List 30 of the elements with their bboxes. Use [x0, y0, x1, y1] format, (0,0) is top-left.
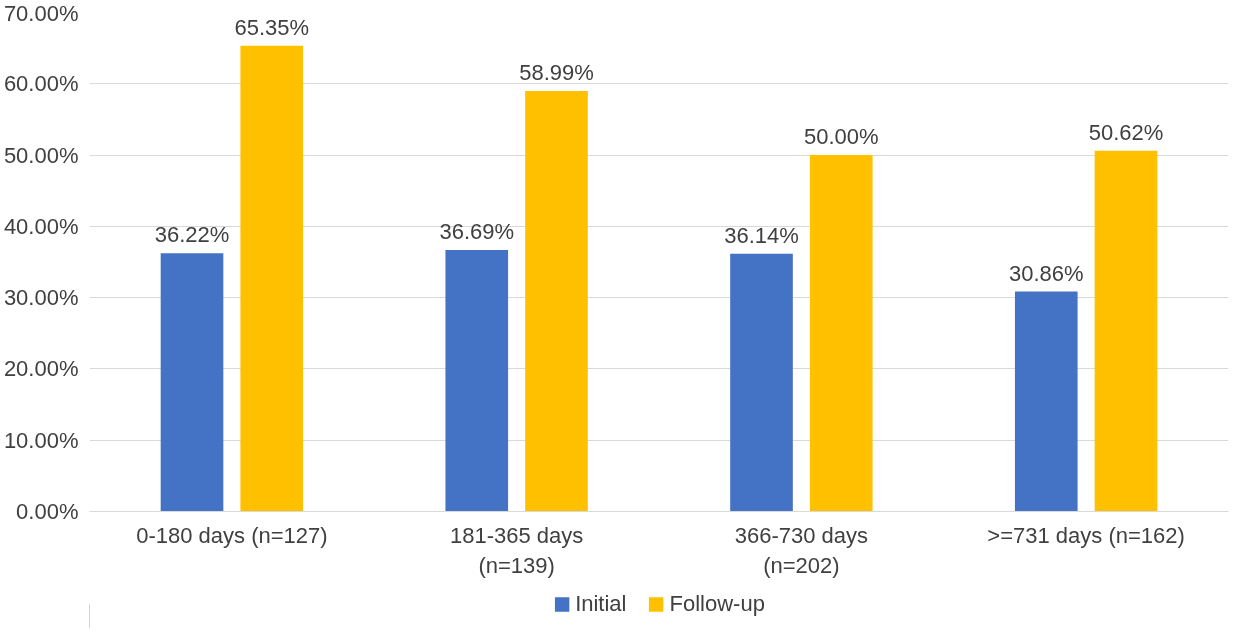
y-tick-label: 40.00%: [3, 213, 79, 239]
data-label: 36.69%: [439, 218, 515, 244]
x-tick-label: >=731 days (n=162): [987, 522, 1185, 548]
bar: [809, 155, 873, 512]
bar: [525, 90, 588, 512]
y-tick-label: 60.00%: [3, 71, 79, 97]
y-tick-label: 30.00%: [3, 285, 79, 311]
bar: [445, 249, 509, 512]
data-label: 65.35%: [234, 14, 310, 40]
bar: [730, 253, 793, 512]
bar: [1094, 150, 1158, 512]
bar: [160, 253, 224, 512]
bar: [240, 45, 304, 512]
legend-label: Initial: [575, 591, 627, 617]
legend-label: Follow-up: [669, 591, 765, 617]
data-label: 36.22%: [154, 222, 230, 248]
x-tick-label: 366-730 days (n=202): [734, 522, 869, 578]
x-tick-label: 0-180 days (n=127): [136, 522, 328, 548]
x-tick-label: 181-365 days (n=139): [449, 522, 584, 578]
data-label: 58.99%: [519, 59, 594, 85]
y-tick-label: 10.00%: [3, 427, 79, 453]
y-tick-label: 50.00%: [3, 142, 79, 168]
bar: [1014, 291, 1078, 512]
y-tick-label: 70.00%: [3, 0, 79, 26]
data-label: 50.62%: [1088, 119, 1164, 145]
data-label: 36.14%: [724, 222, 799, 248]
data-label: 50.00%: [803, 124, 879, 150]
data-label: 30.86%: [1008, 260, 1084, 286]
y-tick-label: 20.00%: [3, 356, 79, 382]
y-tick-label: 0.00%: [16, 499, 79, 524]
